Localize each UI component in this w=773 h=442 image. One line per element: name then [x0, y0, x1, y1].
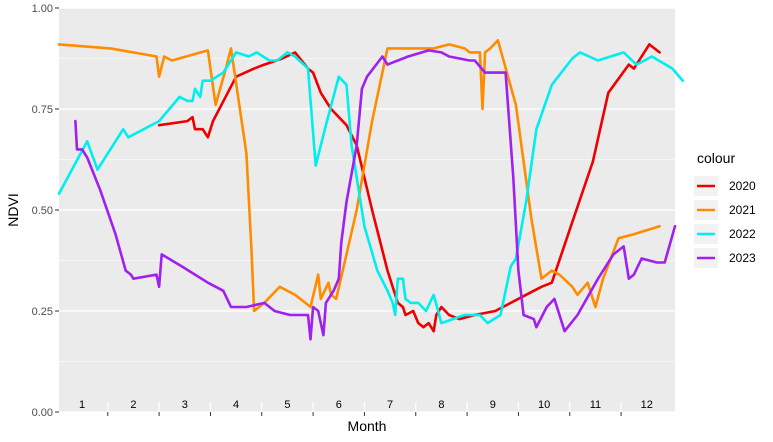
grid-lines [59, 7, 675, 413]
y-tick-label: 0.75 [32, 104, 53, 116]
legend-label-2023: 2023 [729, 251, 756, 265]
legend-label-2021: 2021 [729, 203, 756, 217]
month-label: 6 [336, 399, 342, 411]
x-axis-ticks [107, 412, 622, 416]
legend: colour 2020 2021 2022 2023 [694, 150, 756, 268]
y-tick-label: 0.00 [32, 407, 53, 419]
month-label: 8 [438, 399, 444, 411]
month-label: 5 [284, 399, 290, 411]
month-label: 3 [182, 399, 188, 411]
month-dividers [107, 402, 622, 412]
y-tick-label: 0.25 [32, 306, 53, 318]
month-label: 2 [130, 399, 136, 411]
month-label: 10 [538, 399, 550, 411]
legend-title: colour [697, 150, 735, 166]
series-line-2022 [57, 51, 685, 325]
series-line-2023 [74, 49, 677, 341]
legend-label-2020: 2020 [729, 179, 756, 193]
y-axis-title: NDVI [5, 193, 21, 226]
x-axis-title: Month [348, 418, 387, 434]
legend-label-2022: 2022 [729, 227, 756, 241]
series-line-2020 [157, 43, 661, 333]
y-axis-ticks: 0.00 0.25 0.50 0.75 1.00 [32, 3, 59, 419]
month-label: 12 [641, 399, 653, 411]
month-label: 1 [79, 399, 85, 411]
series-lines [57, 38, 685, 341]
month-label: 9 [490, 399, 496, 411]
month-label: 4 [233, 399, 239, 411]
month-label: 11 [590, 399, 601, 411]
y-tick-label: 0.50 [32, 205, 53, 217]
month-label: 7 [387, 399, 393, 411]
y-tick-label: 1.00 [32, 3, 53, 15]
month-labels: 1 2 3 4 5 6 7 8 9 10 11 12 [79, 399, 653, 411]
